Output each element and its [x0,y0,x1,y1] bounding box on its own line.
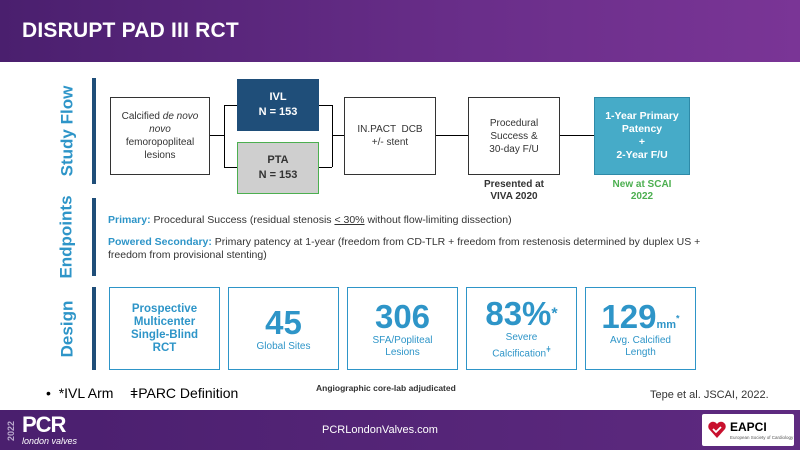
section-endpoints: Endpoints [57,195,77,279]
primary-patency-box: 1-Year Primary Patency + 2-Year F/U [594,97,690,175]
section-bar-study-flow [92,78,96,184]
connector [224,105,225,167]
connector [319,105,332,106]
pcr-logo-sub: london valves [22,436,78,446]
pta-arm-box: PTA N = 153 [237,142,319,194]
corelab-note: Angiographic core-lab adjudicated [316,383,456,393]
primary-endpoint: Primary: Procedural Success (residual st… [108,214,512,226]
design-lesions-box: 306 SFA/Popliteal Lesions [347,287,458,370]
lesions-box: Calcified de novo novo femoropopliteal l… [110,97,210,175]
section-bar-design [92,287,96,370]
footnote-ivl: • *IVL Arm [46,385,114,401]
connector [332,105,333,167]
connector [224,105,237,106]
secondary-endpoint: Powered Secondary: Primary patency at 1-… [108,236,701,261]
dcb-box: IN.PACT DCB +/- stent [344,97,436,175]
connector [319,167,332,168]
citation: Tepe et al. JSCAI, 2022. [650,389,769,401]
design-rct-box: Prospective Multicenter Single-Blind RCT [109,287,220,370]
section-design: Design [57,300,76,357]
design-sites-box: 45 Global Sites [228,287,339,370]
eapci-logo: EAPCI European Society of Cardiology [702,414,794,446]
connector [332,135,344,136]
new-note: New at SCAI 2022 [612,179,672,202]
presented-note: Presented at VIVA 2020 [483,179,545,202]
design-calcification-box: 83%* Severe Calcificationǂ [466,287,577,370]
connector [436,135,468,136]
section-study-flow: Study Flow [57,85,77,177]
heart-icon [708,421,726,438]
section-bar-endpoints [92,198,96,276]
connector [560,135,594,136]
procedural-box: Procedural Success & 30-day F/U [468,97,560,175]
ivl-arm-box: IVL N = 153 [237,79,319,131]
design-length-box: 129mm* Avg. Calcified Length [585,287,696,370]
pcr-logo: PCR [22,412,66,437]
footer-url[interactable]: PCRLondonValves.com [322,424,438,436]
footer-bar: 2022 PCR london valves PCRLondonValves.c… [0,410,800,450]
title-bar: DISRUPT PAD III RCT [0,0,800,62]
footnote-parc: ǂPARC Definition [130,385,239,401]
footer-year: 2022 [6,420,16,442]
slide-title: DISRUPT PAD III RCT [22,19,239,42]
connector [210,135,224,136]
connector [224,167,237,168]
